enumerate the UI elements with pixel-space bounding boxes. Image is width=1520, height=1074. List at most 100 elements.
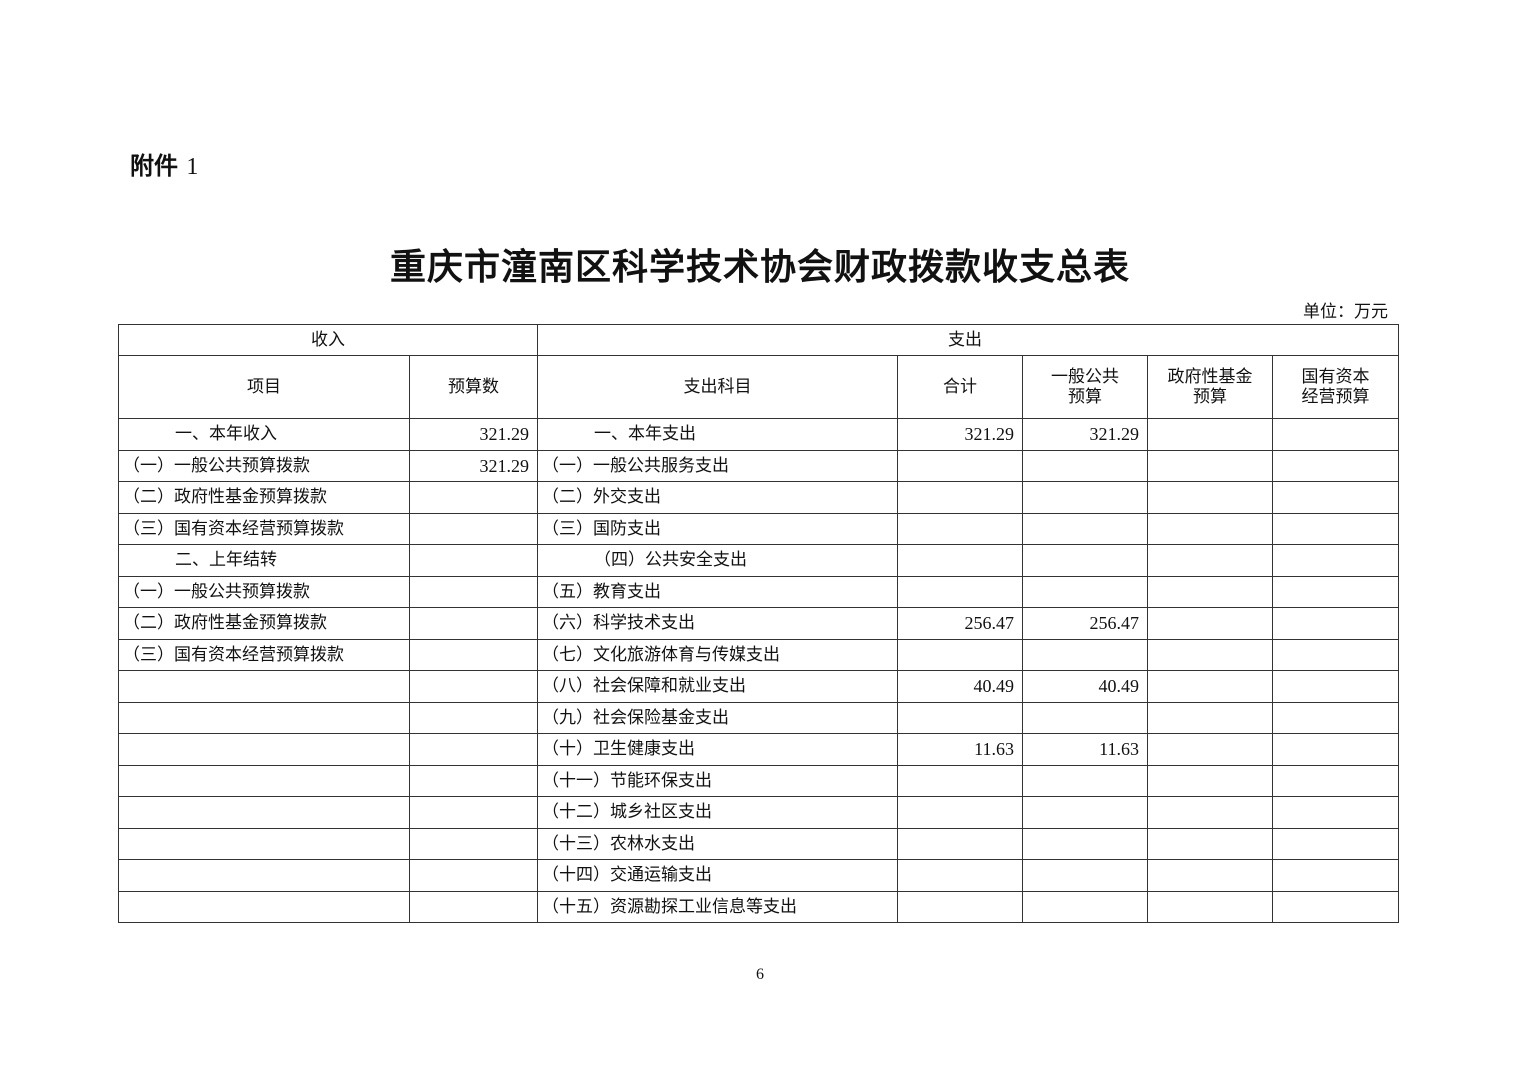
column-budget: 预算数 <box>409 355 538 419</box>
cell-budget <box>409 575 538 608</box>
attachment-label: 附件 1 <box>130 146 198 181</box>
cell-item <box>118 701 410 734</box>
cell-state-capital <box>1271 544 1400 577</box>
cell-expense-subject: （八）社会保障和就业支出 <box>537 670 898 703</box>
cell-general-public <box>1022 449 1148 482</box>
cell-total <box>897 827 1023 860</box>
column-gov-fund: 政府性基金 预算 <box>1147 355 1273 419</box>
cell-general-public <box>1022 890 1148 923</box>
cell-general-public: 256.47 <box>1022 607 1148 640</box>
cell-general-public <box>1022 512 1148 545</box>
cell-budget <box>409 544 538 577</box>
cell-budget <box>409 827 538 860</box>
table-row: （八）社会保障和就业支出 40.49 40.49 <box>118 670 1400 703</box>
income-header: 收入 <box>118 324 538 356</box>
cell-total: 321.29 <box>897 418 1023 451</box>
cell-item <box>118 670 410 703</box>
table-row: （二）政府性基金预算拨款 （二）外交支出 <box>118 481 1400 514</box>
cell-general-public: 40.49 <box>1022 670 1148 703</box>
cell-total <box>897 449 1023 482</box>
cell-expense-subject: （六）科学技术支出 <box>537 607 898 640</box>
cell-state-capital <box>1271 764 1400 797</box>
cell-gov-fund <box>1147 764 1273 797</box>
cell-gov-fund <box>1147 890 1273 923</box>
cell-state-capital <box>1271 827 1400 860</box>
cell-gov-fund <box>1147 481 1273 514</box>
cell-total: 40.49 <box>897 670 1023 703</box>
cell-general-public <box>1022 575 1148 608</box>
cell-item <box>118 890 410 923</box>
table-row: （三）国有资本经营预算拨款 （七）文化旅游体育与传媒支出 <box>118 638 1400 671</box>
table-row: （十一）节能环保支出 <box>118 764 1400 797</box>
table-row: （十五）资源勘探工业信息等支出 <box>118 890 1400 923</box>
cell-general-public <box>1022 859 1148 892</box>
table-row: 二、上年结转 （四）公共安全支出 <box>118 544 1400 577</box>
cell-budget <box>409 733 538 766</box>
cell-item: 二、上年结转 <box>118 544 410 577</box>
cell-total <box>897 859 1023 892</box>
cell-general-public <box>1022 827 1148 860</box>
cell-gov-fund <box>1147 512 1273 545</box>
cell-item <box>118 764 410 797</box>
cell-total <box>897 544 1023 577</box>
cell-state-capital <box>1271 512 1400 545</box>
cell-general-public <box>1022 481 1148 514</box>
cell-gov-fund <box>1147 859 1273 892</box>
cell-budget <box>409 638 538 671</box>
page-number: 6 <box>756 966 764 983</box>
cell-item <box>118 733 410 766</box>
budget-summary-table: 收入 支出 项目 预算数 支出科目 合计 一般公共 预算 政府性基金 预算 国有资本 经营预… <box>118 324 1400 923</box>
header-row-columns: 项目 预算数 支出科目 合计 一般公共 预算 政府性基金 预算 国有资本 经营预算 <box>118 355 1400 419</box>
cell-item: 一、本年收入 <box>118 418 410 451</box>
cell-state-capital <box>1271 796 1400 829</box>
cell-general-public: 321.29 <box>1022 418 1148 451</box>
cell-state-capital <box>1271 481 1400 514</box>
cell-expense-subject: （十四）交通运输支出 <box>537 859 898 892</box>
cell-gov-fund <box>1147 733 1273 766</box>
cell-item <box>118 796 410 829</box>
cell-budget <box>409 481 538 514</box>
cell-expense-subject: （十五）资源勘探工业信息等支出 <box>537 890 898 923</box>
cell-budget <box>409 701 538 734</box>
cell-budget <box>409 764 538 797</box>
attachment-text: 附件 <box>130 152 178 180</box>
cell-total: 11.63 <box>897 733 1023 766</box>
cell-item: （三）国有资本经营预算拨款 <box>118 512 410 545</box>
cell-gov-fund <box>1147 638 1273 671</box>
cell-budget <box>409 512 538 545</box>
cell-gov-fund <box>1147 827 1273 860</box>
cell-gov-fund <box>1147 449 1273 482</box>
table-row: （九）社会保险基金支出 <box>118 701 1400 734</box>
cell-expense-subject: （十二）城乡社区支出 <box>537 796 898 829</box>
cell-gov-fund <box>1147 796 1273 829</box>
cell-total <box>897 764 1023 797</box>
column-expense-subject: 支出科目 <box>537 355 898 419</box>
cell-budget: 321.29 <box>409 418 538 451</box>
cell-state-capital <box>1271 575 1400 608</box>
cell-total <box>897 890 1023 923</box>
table-row: （二）政府性基金预算拨款 （六）科学技术支出 256.47 256.47 <box>118 607 1400 640</box>
cell-item: （三）国有资本经营预算拨款 <box>118 638 410 671</box>
cell-total: 256.47 <box>897 607 1023 640</box>
cell-general-public <box>1022 544 1148 577</box>
column-item: 项目 <box>118 355 410 419</box>
cell-gov-fund <box>1147 607 1273 640</box>
cell-total <box>897 575 1023 608</box>
cell-state-capital <box>1271 859 1400 892</box>
cell-expense-subject: （二）外交支出 <box>537 481 898 514</box>
cell-state-capital <box>1271 638 1400 671</box>
cell-state-capital <box>1271 449 1400 482</box>
table-row: （一）一般公共预算拨款 （五）教育支出 <box>118 575 1400 608</box>
table-row: 一、本年收入 321.29 一、本年支出 321.29 321.29 <box>118 418 1400 451</box>
cell-expense-subject: 一、本年支出 <box>537 418 898 451</box>
cell-expense-subject: （一）一般公共服务支出 <box>537 449 898 482</box>
expense-header: 支出 <box>536 324 1400 356</box>
cell-budget: 321.29 <box>409 449 538 482</box>
cell-budget <box>409 859 538 892</box>
cell-general-public <box>1022 701 1148 734</box>
table-row: （十四）交通运输支出 <box>118 859 1400 892</box>
cell-general-public <box>1022 796 1148 829</box>
cell-expense-subject: （十）卫生健康支出 <box>537 733 898 766</box>
cell-expense-subject: （十三）农林水支出 <box>537 827 898 860</box>
cell-item: （一）一般公共预算拨款 <box>118 575 410 608</box>
